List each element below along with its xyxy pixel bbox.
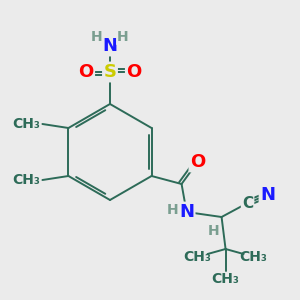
Text: CH₃: CH₃ bbox=[13, 173, 40, 187]
Text: N: N bbox=[260, 186, 275, 204]
Text: N: N bbox=[103, 37, 118, 55]
Text: CH₃: CH₃ bbox=[184, 250, 212, 264]
Text: H: H bbox=[117, 30, 129, 44]
Text: CH₃: CH₃ bbox=[240, 250, 268, 264]
Text: CH₃: CH₃ bbox=[13, 117, 40, 131]
Text: S: S bbox=[103, 63, 116, 81]
Text: H: H bbox=[91, 30, 103, 44]
Text: C: C bbox=[242, 196, 253, 211]
Text: O: O bbox=[78, 63, 94, 81]
Text: H: H bbox=[208, 224, 219, 238]
Text: H: H bbox=[167, 203, 178, 217]
Text: N: N bbox=[179, 203, 194, 221]
Text: CH₃: CH₃ bbox=[212, 272, 239, 286]
Text: O: O bbox=[126, 63, 142, 81]
Text: O: O bbox=[190, 153, 205, 171]
